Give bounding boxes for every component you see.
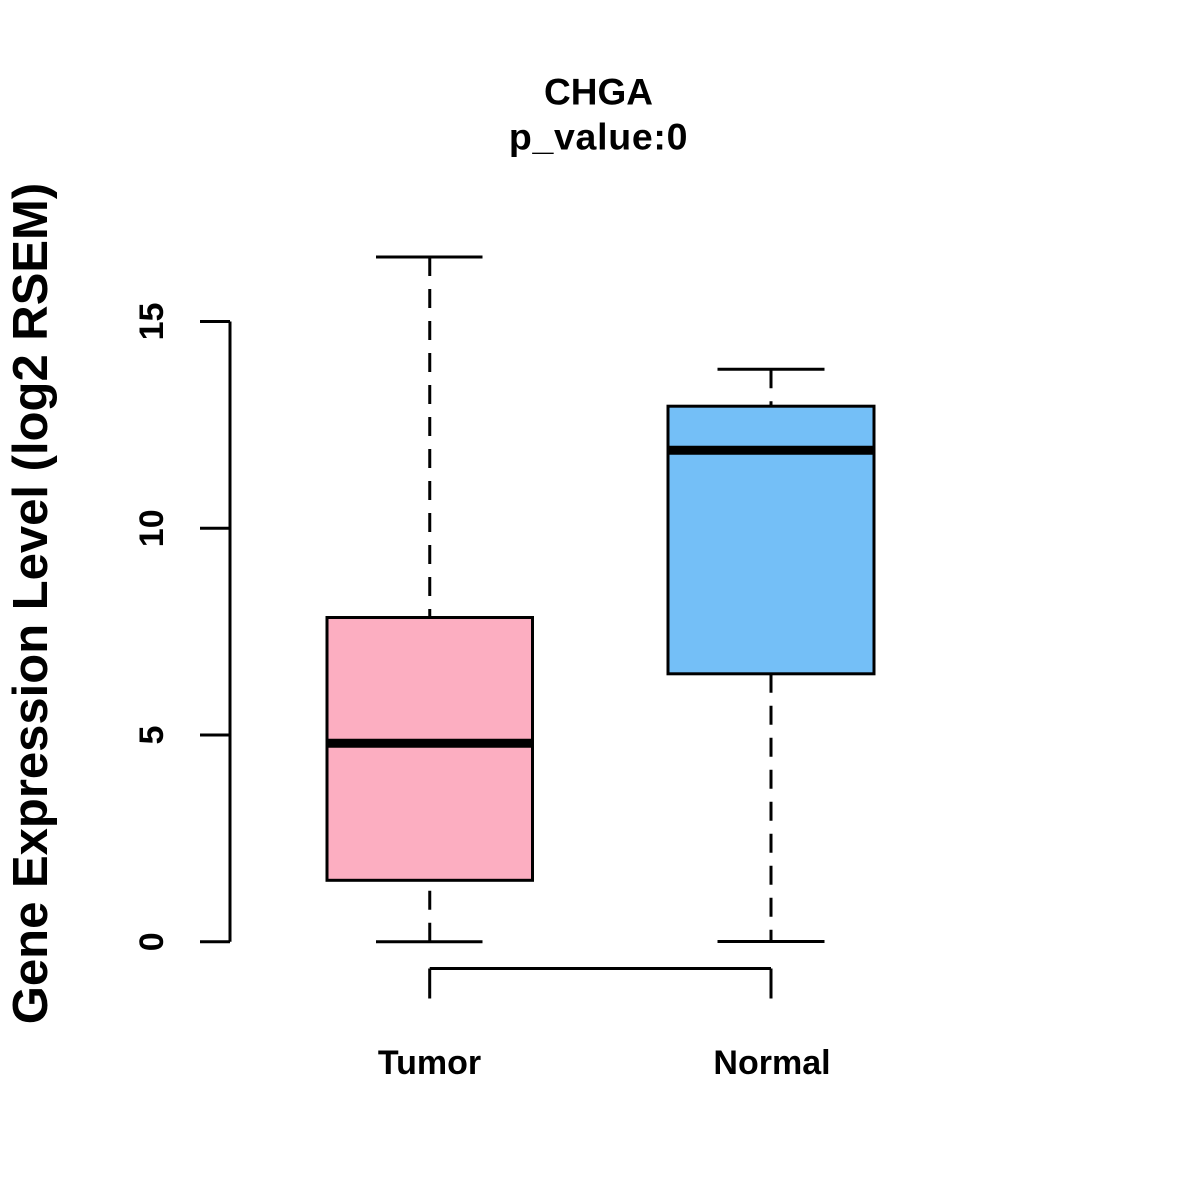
svg-text:Tumor: Tumor <box>378 1044 481 1082</box>
svg-text:15: 15 <box>133 303 171 341</box>
svg-text:Normal: Normal <box>713 1044 830 1082</box>
svg-text:Gene Expression Level (log2 RS: Gene Expression Level (log2 RSEM) <box>4 183 58 1024</box>
svg-text:5: 5 <box>133 726 171 745</box>
svg-text:p_value:0: p_value:0 <box>509 116 688 158</box>
svg-text:0: 0 <box>133 932 171 951</box>
svg-text:10: 10 <box>133 509 171 547</box>
svg-text:CHGA: CHGA <box>544 72 653 113</box>
